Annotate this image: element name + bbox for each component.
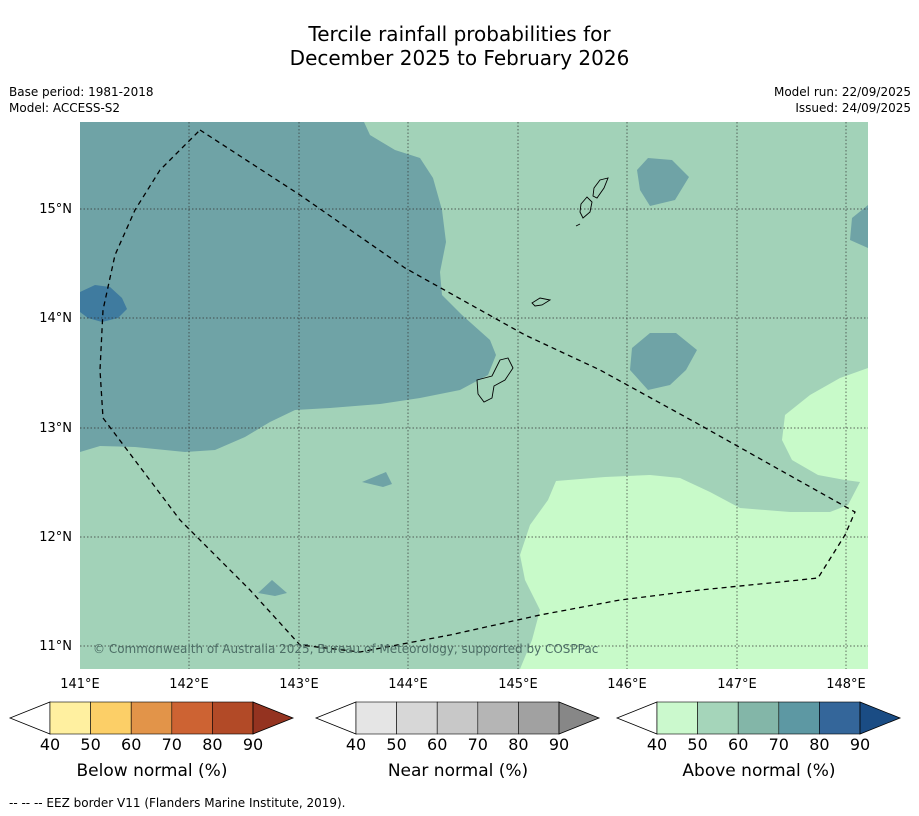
lon-label: 148°E: [826, 677, 866, 692]
region-above-70-80-west: [80, 122, 496, 452]
islands: [476, 177, 609, 403]
colorbar-extend-high: [859, 701, 902, 735]
lon-label: 144°E: [388, 677, 428, 692]
legend-title-near: Near normal (%): [387, 761, 529, 781]
island-aguijan: [575, 223, 581, 227]
colorbar-above-normal: 40 50 60 70 80 90: [615, 701, 902, 754]
colorbar-segment: [778, 701, 820, 735]
island-tinian: [579, 196, 593, 219]
colorbar-tick-label: 90: [850, 735, 870, 754]
colorbar-extend-high: [558, 701, 601, 735]
lat-label: 12°N: [39, 530, 72, 545]
map-area: © Commonwealth of Australia 2025, Bureau…: [80, 122, 868, 669]
colorbar-tick-label: 80: [508, 735, 528, 754]
model-run: Model run: 22/09/2025: [773, 85, 911, 99]
region-above-70-80-north: [637, 158, 689, 206]
title-line-2: December 2025 to February 2026: [289, 46, 630, 70]
colorbar-extend-low: [8, 701, 51, 735]
region-above-70-80-centre: [630, 333, 697, 390]
legend-title-above: Above normal (%): [682, 761, 836, 781]
map-credit: © Commonwealth of Australia 2025, Bureau…: [93, 642, 598, 656]
colorbar-tick-label: 60: [121, 735, 141, 754]
colorbar-segment: [49, 701, 91, 735]
lat-label: 13°N: [39, 421, 72, 436]
footer-note: -- -- -- EEZ border V11 (Flanders Marine…: [9, 796, 346, 810]
colorbar-extend-low: [314, 701, 357, 735]
colorbar-segment: [355, 701, 397, 735]
colorbar-tick-label: 60: [427, 735, 447, 754]
chart-title: Tercile rainfall probabilities for Decem…: [0, 22, 919, 70]
colorbar-tick-label: 40: [40, 735, 60, 754]
colorbar-tick-label: 80: [202, 735, 222, 754]
base-period: Base period: 1981-2018: [9, 85, 154, 99]
meta-right: Model run: 22/09/2025 Issued: 24/09/2025: [774, 84, 911, 116]
colorbar-segment: [518, 701, 560, 735]
colorbar-segment: [171, 701, 213, 735]
issued-date: Issued: 24/09/2025: [795, 101, 911, 115]
colorbar-tick-label: 80: [809, 735, 829, 754]
region-above-70-80-small-2: [258, 580, 287, 596]
colorbar-tick-label: 60: [728, 735, 748, 754]
colorbar-segment: [396, 701, 438, 735]
island-saipan: [592, 177, 609, 199]
colorbar-tick-label: 50: [80, 735, 100, 754]
region-above-40-50-southeast: [520, 368, 868, 669]
island-guam: [476, 357, 514, 403]
colorbar-segment: [436, 701, 479, 735]
colorbar-extend-low: [615, 701, 658, 735]
island-rota: [531, 297, 552, 307]
colorbar-tick-label: 70: [162, 735, 182, 754]
lat-label: 15°N: [39, 202, 72, 217]
colorbar-below-normal: 40 50 60 70 80 90: [8, 701, 295, 754]
lon-label: 141°E: [60, 677, 100, 692]
colorbar-segment: [130, 701, 173, 735]
lon-label: 147°E: [717, 677, 757, 692]
region-above-80-90-west: [80, 285, 127, 322]
lat-label: 11°N: [39, 639, 72, 654]
colorbar-tick-label: 70: [468, 735, 488, 754]
colorbar-segment: [819, 701, 861, 735]
colorbar-tick-label: 40: [346, 735, 366, 754]
region-above-70-80-small-1: [362, 472, 392, 487]
colorbar-extend-high: [252, 701, 295, 735]
lon-label: 146°E: [607, 677, 647, 692]
legend-title-below: Below normal (%): [76, 761, 228, 781]
title-line-1: Tercile rainfall probabilities for: [308, 22, 611, 46]
colorbar-near-normal: 40 50 60 70 80 90: [314, 701, 601, 754]
meta-left: Base period: 1981-2018 Model: ACCESS-S2: [9, 84, 154, 116]
lon-label: 143°E: [279, 677, 319, 692]
colorbar-tick-label: 70: [769, 735, 789, 754]
colorbar-tick-label: 50: [687, 735, 707, 754]
colorbar-segment: [477, 701, 519, 735]
colorbar-segment: [656, 701, 698, 735]
lat-labels: 15°N 14°N 13°N 12°N 11°N: [39, 202, 72, 654]
colorbar-segment: [212, 701, 254, 735]
lat-label: 14°N: [39, 311, 72, 326]
colorbar-tick-label: 90: [549, 735, 569, 754]
colorbar-tick-label: 50: [386, 735, 406, 754]
colorbar-segment: [737, 701, 780, 735]
lon-labels: 141°E 142°E 143°E 144°E 145°E 146°E 147°…: [60, 677, 866, 692]
region-above-70-80-east: [850, 205, 868, 248]
colorbar-segment: [90, 701, 132, 735]
colorbar-tick-label: 90: [243, 735, 263, 754]
lon-label: 145°E: [498, 677, 538, 692]
eez-border: [99, 129, 856, 653]
lon-label: 142°E: [169, 677, 209, 692]
graticule: [80, 122, 868, 669]
colorbar-segment: [697, 701, 739, 735]
colorbar-tick-label: 40: [647, 735, 667, 754]
model-name: Model: ACCESS-S2: [9, 101, 121, 115]
